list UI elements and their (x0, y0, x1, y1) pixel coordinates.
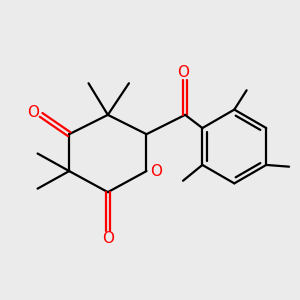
Text: O: O (27, 105, 39, 120)
Text: O: O (102, 231, 114, 246)
Text: O: O (177, 64, 189, 80)
Text: O: O (150, 164, 162, 178)
